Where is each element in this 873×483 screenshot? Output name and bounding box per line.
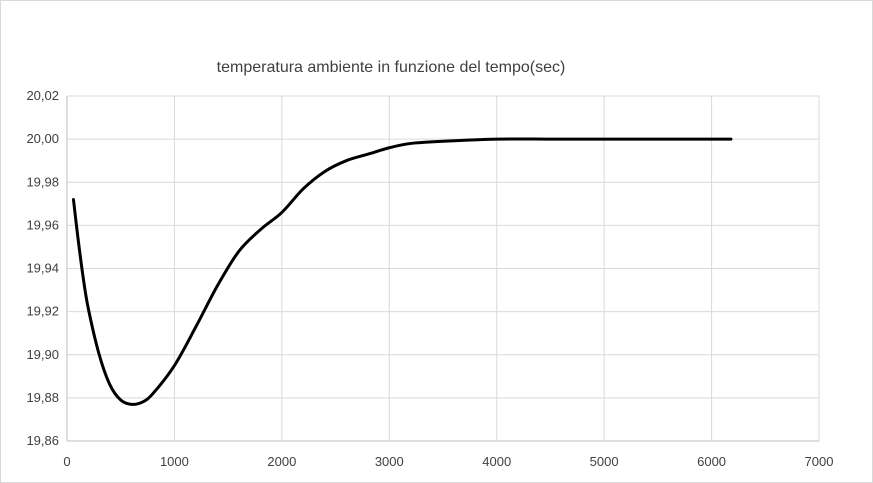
y-tick-label: 20,00 [26, 131, 59, 146]
y-tick-label: 19,90 [26, 347, 59, 362]
y-tick-label: 19,88 [26, 390, 59, 405]
gridlines [67, 95, 820, 441]
tick-labels: 19,86 19,88 19,90 19,92 19,94 19,96 19,98 20,00… [26, 88, 833, 469]
y-tick-label: 19,94 [26, 261, 59, 276]
chart-title: temperatura ambiente in funzione del tem… [216, 59, 566, 76]
series-group [71, 137, 733, 406]
axes [66, 96, 819, 442]
y-tick-label: 19,92 [26, 304, 59, 319]
x-tick-label: 1000 [160, 454, 189, 469]
x-tick-label: 2000 [267, 454, 296, 469]
y-tick-label: 19,98 [26, 174, 59, 189]
x-tick-label: 7000 [805, 454, 834, 469]
x-tick-label: 6000 [697, 454, 726, 469]
x-tick-label: 3000 [375, 454, 404, 469]
y-tick-label: 20,02 [26, 88, 59, 103]
y-tick-label: 19,96 [26, 217, 59, 232]
x-tick-label: 5000 [590, 454, 619, 469]
y-tick-label: 19,86 [26, 433, 59, 448]
temperature-series-line [71, 137, 733, 406]
x-tick-label: 4000 [482, 454, 511, 469]
x-tick-label: 0 [63, 454, 70, 469]
